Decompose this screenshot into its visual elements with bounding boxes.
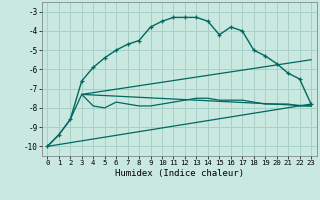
X-axis label: Humidex (Indice chaleur): Humidex (Indice chaleur) [115, 169, 244, 178]
